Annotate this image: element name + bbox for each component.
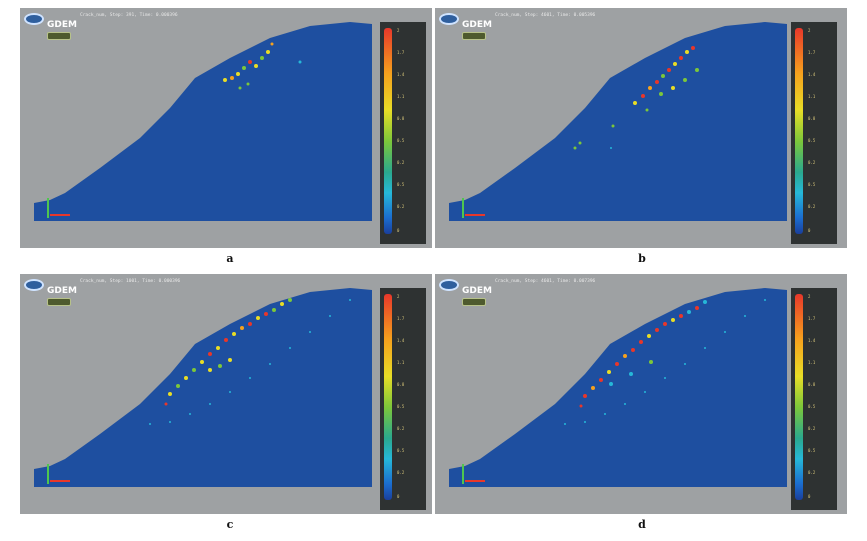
caption-a: a	[226, 252, 234, 265]
legend-gradient	[384, 294, 392, 500]
legend-tick: 1.4	[397, 338, 405, 343]
legend-tick: 2	[808, 28, 811, 33]
legend-tick: 0.8	[397, 116, 405, 121]
viewport-panel-c[interactable]: GDEM Crack_num, Step: 1001, Time: 0.0003…	[20, 274, 432, 514]
color-legend: 2 1.7 1.4 1.1 0.8 0.5 0.2 0.5 0.2 0	[791, 288, 837, 510]
legend-gradient	[795, 294, 803, 500]
legend-tick: 1.4	[808, 338, 816, 343]
legend-tick: 1.1	[397, 94, 405, 99]
legend-tick: 1.7	[397, 316, 405, 321]
gdem-logo: GDEM	[439, 12, 492, 40]
legend-tick: 0.5	[808, 448, 816, 453]
crack-markers	[573, 46, 699, 150]
legend-tick: 1.1	[808, 360, 816, 365]
crack-markers	[223, 42, 302, 90]
legend-tick: 0.5	[397, 404, 405, 409]
logo-text: GDEM	[462, 286, 492, 296]
viewport-panel-a[interactable]: GDEM Crack_num, Step: 391, Time: 0.00039…	[20, 8, 432, 248]
legend-tick: 0.8	[808, 382, 816, 387]
legend-tick: 1.7	[397, 50, 405, 55]
legend-tick: 0.2	[808, 204, 816, 209]
status-readout: Crack_num, Step: 4601, Time: 0.007396	[495, 279, 596, 284]
legend-tick: 1.4	[397, 72, 405, 77]
legend-tick: 0	[808, 494, 811, 499]
viewport-panel-d[interactable]: GDEM Crack_num, Step: 4601, Time: 0.0073…	[435, 274, 847, 514]
viewport-panel-b[interactable]: GDEM Crack_num, Step: 4601, Time: 0.0053…	[435, 8, 847, 248]
legend-tick: 0.8	[808, 116, 816, 121]
crack-markers	[164, 298, 292, 406]
legend-tick: 0	[808, 228, 811, 233]
color-legend: 2 1.7 1.4 1.1 0.8 0.5 0.2 0.5 0.2 0	[380, 22, 426, 244]
slope-model	[34, 22, 372, 221]
gdem-logo-icon	[24, 13, 44, 25]
logo-text: GDEM	[462, 20, 492, 30]
gdem-logo-icon	[24, 279, 44, 291]
caption-d: d	[638, 518, 646, 531]
legend-tick: 0.5	[397, 448, 405, 453]
logo-text: GDEM	[47, 20, 77, 30]
legend-tick: 0.2	[808, 426, 816, 431]
color-legend: 2 1.7 1.4 1.1 0.8 0.5 0.2 0.5 0.2 0	[380, 288, 426, 510]
legend-tick: 0.5	[808, 138, 816, 143]
legend-tick: 1.1	[397, 360, 405, 365]
gdem-logo-icon	[439, 279, 459, 291]
caption-c: c	[226, 518, 234, 531]
crack-line	[564, 299, 766, 425]
legend-tick: 0.2	[397, 426, 405, 431]
legend-tick: 2	[808, 294, 811, 299]
legend-gradient	[795, 28, 803, 234]
legend-tick: 1.7	[808, 50, 816, 55]
legend-tick: 0.5	[397, 138, 405, 143]
logo-text: GDEM	[47, 286, 77, 296]
slope-model	[34, 288, 372, 487]
legend-tick: 0.5	[808, 404, 816, 409]
slope-model	[449, 22, 787, 221]
legend-tick: 0.2	[808, 470, 816, 475]
gdem-logo: GDEM	[24, 12, 77, 40]
legend-tick: 2	[397, 28, 400, 33]
status-readout: Crack_num, Step: 4601, Time: 0.005396	[495, 13, 596, 18]
gdem-logo: GDEM	[439, 278, 492, 306]
legend-tick: 2	[397, 294, 400, 299]
status-readout: Crack_num, Step: 1001, Time: 0.000396	[80, 279, 181, 284]
color-legend: 2 1.7 1.4 1.1 0.8 0.5 0.2 0.5 0.2 0	[791, 22, 837, 244]
legend-tick: 1.7	[808, 316, 816, 321]
legend-tick: 0	[397, 228, 400, 233]
legend-tick: 0.5	[808, 182, 816, 187]
crack-markers	[579, 300, 707, 408]
legend-gradient	[384, 28, 392, 234]
gdem-logo: GDEM	[24, 278, 77, 306]
legend-tick: 0.5	[397, 182, 405, 187]
legend-tick: 0.2	[397, 470, 405, 475]
status-readout: Crack_num, Step: 391, Time: 0.000396	[80, 13, 178, 18]
legend-tick: 0.8	[397, 382, 405, 387]
crack-line	[149, 299, 351, 425]
slope-model	[449, 288, 787, 487]
legend-tick: 0.2	[808, 160, 816, 165]
caption-b: b	[638, 252, 646, 265]
legend-tick: 1.4	[808, 72, 816, 77]
gdem-logo-icon	[439, 13, 459, 25]
legend-tick: 1.1	[808, 94, 816, 99]
legend-tick: 0	[397, 494, 400, 499]
legend-tick: 0.2	[397, 160, 405, 165]
legend-tick: 0.2	[397, 204, 405, 209]
